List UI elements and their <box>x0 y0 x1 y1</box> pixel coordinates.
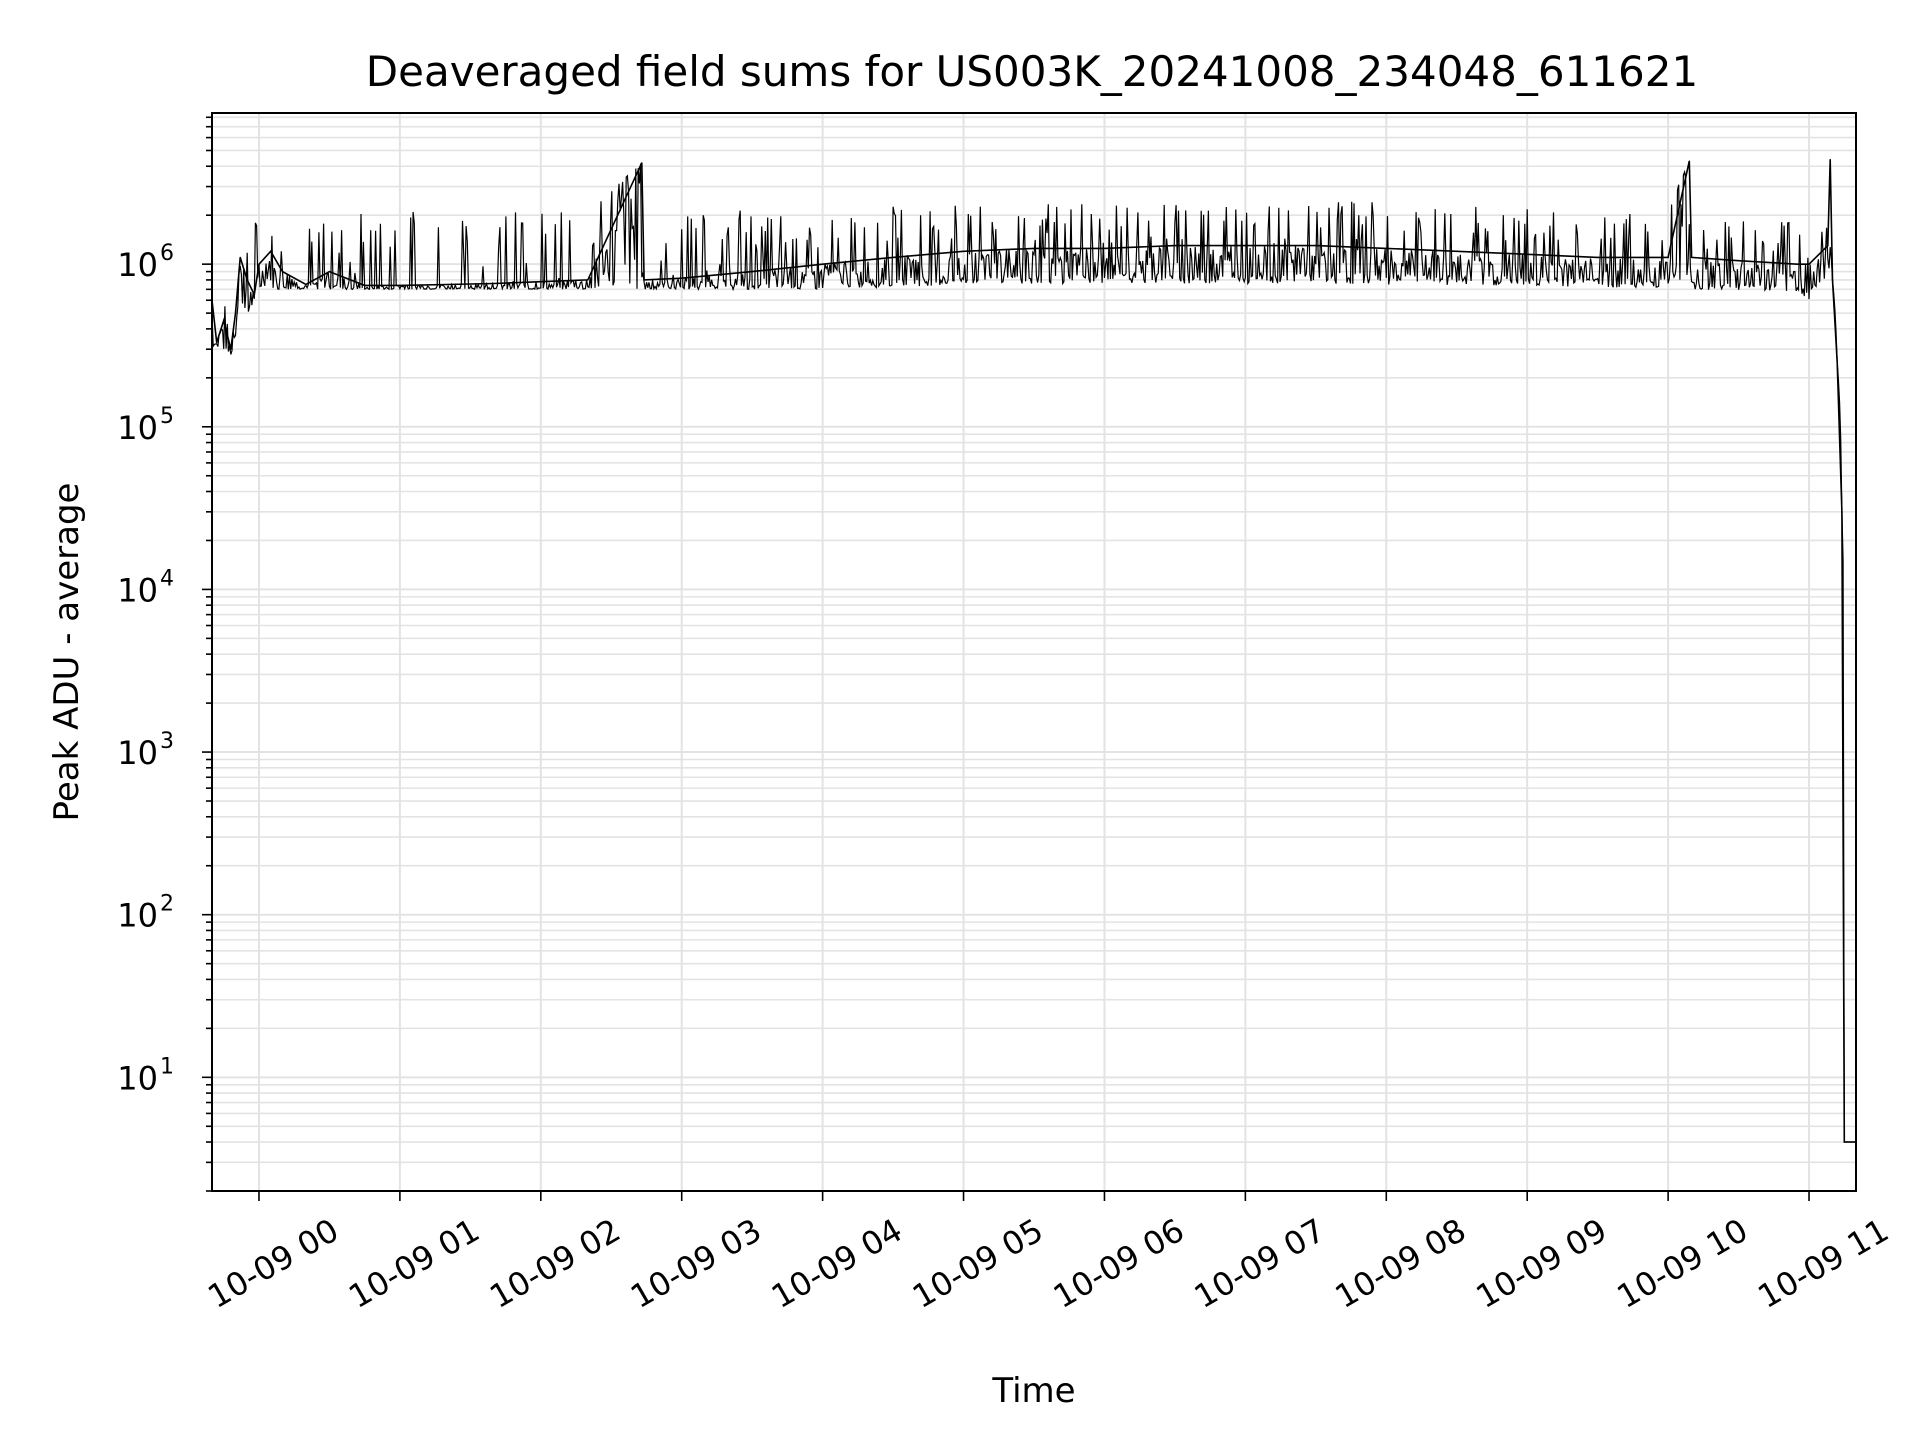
data-point <box>751 271 753 273</box>
series-line-group <box>211 158 1857 1143</box>
data-point <box>1667 256 1669 258</box>
x-tick-label: 10-09 06 <box>1047 1211 1191 1316</box>
y-tick-label: 10 <box>117 409 158 447</box>
data-point <box>305 283 307 286</box>
data-point <box>1103 247 1106 249</box>
x-tick-label: 10-09 09 <box>1470 1211 1614 1316</box>
y-tick-label-exponent: 6 <box>160 241 174 266</box>
data-point <box>258 263 260 265</box>
data-point <box>234 312 237 314</box>
data-point <box>643 279 645 281</box>
data-point <box>446 283 448 286</box>
data-point <box>1843 1141 1845 1143</box>
data-point <box>1846 1141 1848 1143</box>
x-tick-label: 10-09 02 <box>483 1211 627 1316</box>
y-axis-title: Peak ADU - average <box>47 483 87 822</box>
y-tick-label: 10 <box>117 246 158 284</box>
plot-frame <box>211 112 1857 1192</box>
y-tick-label: 10 <box>117 734 158 772</box>
data-point <box>1827 245 1829 247</box>
data-point <box>1244 245 1246 247</box>
data-point <box>1796 263 1798 265</box>
data-point <box>681 277 683 279</box>
x-tick-label: 10-09 05 <box>906 1211 1050 1316</box>
grid <box>212 113 1856 1192</box>
x-tick-label: 10-09 00 <box>201 1211 345 1316</box>
data-point <box>1691 256 1693 258</box>
data-point <box>892 256 894 258</box>
data-point <box>364 284 366 286</box>
data-point <box>1033 247 1035 249</box>
data-point <box>1808 263 1810 265</box>
data-point <box>399 284 401 286</box>
data-point <box>962 250 965 252</box>
data-point <box>1456 250 1458 252</box>
data-point <box>1836 361 1838 363</box>
data-point <box>1841 511 1843 513</box>
data-point <box>253 294 255 296</box>
x-tick-label: 10-09 03 <box>624 1211 768 1316</box>
x-tick-label: 10-09 08 <box>1329 1211 1473 1316</box>
data-point <box>587 279 589 281</box>
data-point <box>270 250 272 252</box>
data-point <box>1597 256 1599 258</box>
data-point <box>1174 245 1176 247</box>
data-point <box>1385 247 1387 249</box>
y-tick-label: 10 <box>117 897 158 935</box>
data-point <box>822 263 824 265</box>
series-line <box>211 159 1856 1143</box>
x-axis-title: Time <box>991 1371 1075 1411</box>
data-point <box>493 282 495 285</box>
data-point <box>223 320 225 322</box>
x-tick-label: 10-09 04 <box>765 1211 909 1316</box>
y-tick-label: 10 <box>117 1059 158 1097</box>
chart-title: Deaveraged field sums for US003K_2024100… <box>366 47 1698 96</box>
data-point <box>328 271 330 273</box>
x-tick-label: 10-09 07 <box>1188 1211 1332 1316</box>
y-tick-label-exponent: 2 <box>160 892 174 917</box>
data-point <box>1688 160 1690 162</box>
data-point <box>1829 158 1831 161</box>
y-tick-label: 10 <box>117 571 158 609</box>
data-point <box>1315 245 1317 247</box>
data-point <box>246 279 248 281</box>
data-point <box>540 281 542 283</box>
data-point <box>1831 279 1834 281</box>
data-point <box>216 341 218 344</box>
y-tick-label-exponent: 4 <box>160 566 174 591</box>
data-point <box>281 271 284 273</box>
data-point <box>230 348 232 350</box>
series-noise-trace <box>211 163 1856 1143</box>
data-point <box>239 256 241 258</box>
x-tick-label: 10-09 10 <box>1611 1211 1755 1316</box>
y-tick-label-exponent: 5 <box>160 404 174 429</box>
data-point <box>1738 260 1740 262</box>
y-tick-label-exponent: 3 <box>160 729 174 754</box>
x-tick-label: 10-09 11 <box>1751 1211 1895 1316</box>
y-tick-label-exponent: 1 <box>160 1054 174 1079</box>
data-point <box>641 162 643 164</box>
data-point <box>1526 253 1528 255</box>
x-tick-label: 10-09 01 <box>342 1211 486 1316</box>
